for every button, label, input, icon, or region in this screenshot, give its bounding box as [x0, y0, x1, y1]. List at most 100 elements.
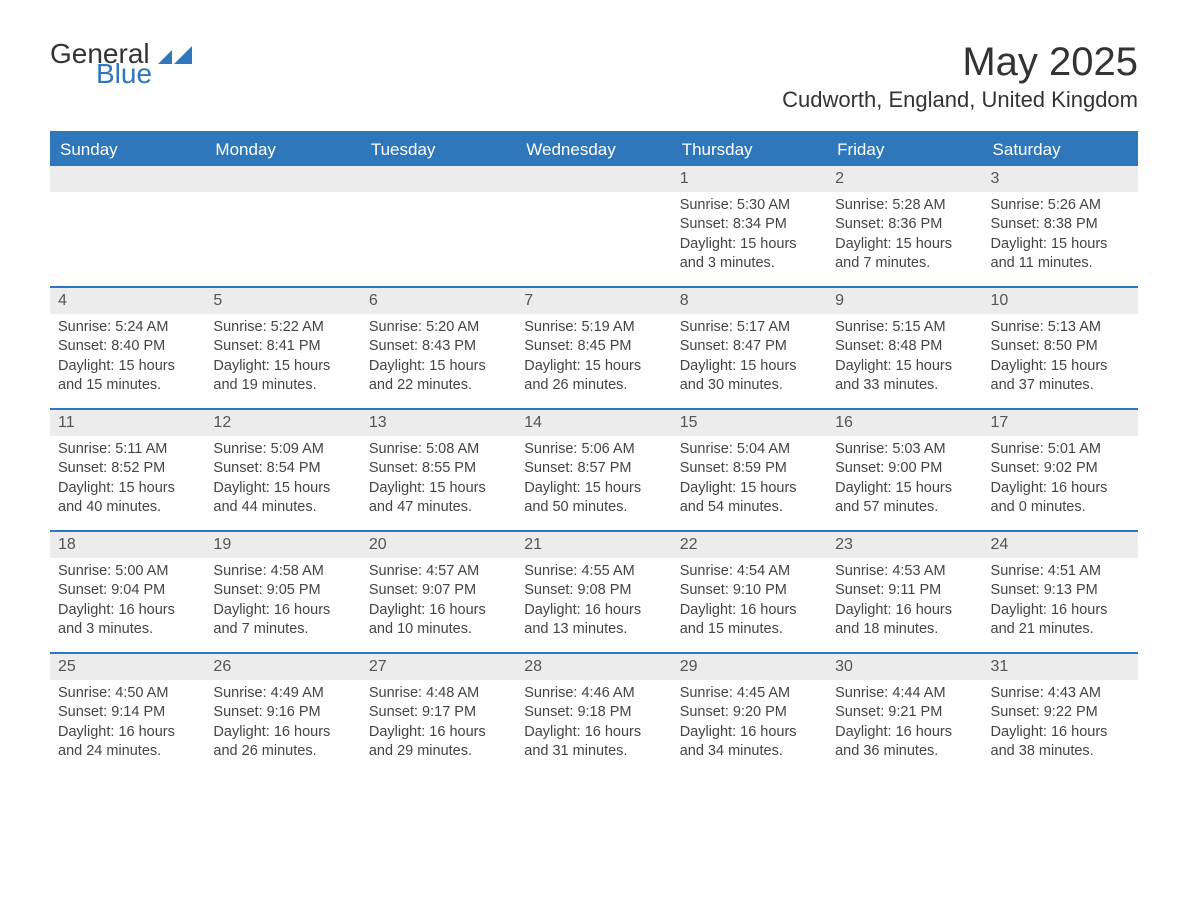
daylight-text: Daylight: 15 hours and 40 minutes.	[58, 479, 197, 518]
sunrise-text: Sunrise: 5:01 AM	[991, 440, 1130, 460]
title-block: May 2025 Cudworth, England, United Kingd…	[782, 40, 1138, 113]
day-cell: 11Sunrise: 5:11 AMSunset: 8:52 PMDayligh…	[50, 410, 205, 530]
sunset-text: Sunset: 9:21 PM	[835, 703, 974, 723]
daylight-text: Daylight: 16 hours and 38 minutes.	[991, 723, 1130, 762]
day-body: Sunrise: 4:55 AMSunset: 9:08 PMDaylight:…	[516, 558, 671, 650]
sunset-text: Sunset: 8:45 PM	[524, 337, 663, 357]
daylight-text: Daylight: 16 hours and 7 minutes.	[213, 601, 352, 640]
sunset-text: Sunset: 9:20 PM	[680, 703, 819, 723]
sunrise-text: Sunrise: 5:26 AM	[991, 196, 1130, 216]
dow-cell: Saturday	[983, 134, 1138, 166]
day-cell: 26Sunrise: 4:49 AMSunset: 9:16 PMDayligh…	[205, 654, 360, 774]
sunrise-text: Sunrise: 4:54 AM	[680, 562, 819, 582]
daylight-text: Daylight: 16 hours and 10 minutes.	[369, 601, 508, 640]
day-number: 11	[50, 410, 205, 436]
daylight-text: Daylight: 15 hours and 47 minutes.	[369, 479, 508, 518]
sunset-text: Sunset: 9:07 PM	[369, 581, 508, 601]
day-number: 21	[516, 532, 671, 558]
day-number: 6	[361, 288, 516, 314]
sunset-text: Sunset: 8:57 PM	[524, 459, 663, 479]
day-number: 13	[361, 410, 516, 436]
daylight-text: Daylight: 16 hours and 29 minutes.	[369, 723, 508, 762]
day-cell: 18Sunrise: 5:00 AMSunset: 9:04 PMDayligh…	[50, 532, 205, 652]
day-number	[361, 166, 516, 192]
day-number: 28	[516, 654, 671, 680]
day-cell: 10Sunrise: 5:13 AMSunset: 8:50 PMDayligh…	[983, 288, 1138, 408]
day-cell: 20Sunrise: 4:57 AMSunset: 9:07 PMDayligh…	[361, 532, 516, 652]
day-body: Sunrise: 4:44 AMSunset: 9:21 PMDaylight:…	[827, 680, 982, 772]
day-number: 27	[361, 654, 516, 680]
daylight-text: Daylight: 16 hours and 26 minutes.	[213, 723, 352, 762]
day-cell: 1Sunrise: 5:30 AMSunset: 8:34 PMDaylight…	[672, 166, 827, 286]
dow-cell: Wednesday	[516, 134, 671, 166]
sunrise-text: Sunrise: 4:46 AM	[524, 684, 663, 704]
week-row: 1Sunrise: 5:30 AMSunset: 8:34 PMDaylight…	[50, 166, 1138, 286]
day-cell: 12 Sunrise: 5:09 AMSunset: 8:54 PMDayligh…	[205, 410, 360, 530]
day-body: Sunrise: 5:17 AMSunset: 8:47 PMDaylight:…	[672, 314, 827, 406]
sunset-text: Sunset: 9:10 PM	[680, 581, 819, 601]
sunrise-text: Sunrise: 5:22 AM	[213, 318, 352, 338]
dow-cell: Thursday	[672, 134, 827, 166]
day-cell: 21Sunrise: 4:55 AMSunset: 9:08 PMDayligh…	[516, 532, 671, 652]
day-cell: 2Sunrise: 5:28 AMSunset: 8:36 PMDaylight…	[827, 166, 982, 286]
sunrise-text: Sunrise: 4:43 AM	[991, 684, 1130, 704]
day-number: 2	[827, 166, 982, 192]
day-body: Sunrise: 5:19 AMSunset: 8:45 PMDaylight:…	[516, 314, 671, 406]
daylight-text: Daylight: 15 hours and 44 minutes.	[213, 479, 352, 518]
day-body: Sunrise: 5:22 AMSunset: 8:41 PMDaylight:…	[205, 314, 360, 406]
day-cell: 19Sunrise: 4:58 AMSunset: 9:05 PMDayligh…	[205, 532, 360, 652]
day-number: 22	[672, 532, 827, 558]
day-cell: 25Sunrise: 4:50 AMSunset: 9:14 PMDayligh…	[50, 654, 205, 774]
daylight-text: Daylight: 15 hours and 7 minutes.	[835, 235, 974, 274]
header: General Blue May 2025 Cudworth, England,…	[50, 40, 1138, 113]
sunrise-text: Sunrise: 4:44 AM	[835, 684, 974, 704]
sunrise-text: Sunrise: 5:09 AM	[213, 440, 352, 460]
daylight-text: Daylight: 16 hours and 34 minutes.	[680, 723, 819, 762]
day-number	[516, 166, 671, 192]
daylight-text: Daylight: 15 hours and 30 minutes.	[680, 357, 819, 396]
day-number: 12	[205, 410, 360, 436]
day-number: 7	[516, 288, 671, 314]
day-number: 3	[983, 166, 1138, 192]
day-number: 19	[205, 532, 360, 558]
daylight-text: Daylight: 15 hours and 3 minutes.	[680, 235, 819, 274]
day-body: Sunrise: 5:00 AMSunset: 9:04 PMDaylight:…	[50, 558, 205, 650]
day-number: 17	[983, 410, 1138, 436]
day-number: 8	[672, 288, 827, 314]
sunrise-text: Sunrise: 5:17 AM	[680, 318, 819, 338]
daylight-text: Daylight: 15 hours and 57 minutes.	[835, 479, 974, 518]
day-number: 4	[50, 288, 205, 314]
day-cell: 27Sunrise: 4:48 AMSunset: 9:17 PMDayligh…	[361, 654, 516, 774]
sunrise-text: Sunrise: 5:11 AM	[58, 440, 197, 460]
day-cell: 14Sunrise: 5:06 AMSunset: 8:57 PMDayligh…	[516, 410, 671, 530]
sunrise-text: Sunrise: 4:48 AM	[369, 684, 508, 704]
day-number	[205, 166, 360, 192]
sunrise-text: Sunrise: 4:45 AM	[680, 684, 819, 704]
day-body: Sunrise: 5:28 AMSunset: 8:36 PMDaylight:…	[827, 192, 982, 284]
dow-cell: Monday	[205, 134, 360, 166]
day-number: 26	[205, 654, 360, 680]
day-body: Sunrise: 4:48 AMSunset: 9:17 PMDaylight:…	[361, 680, 516, 772]
day-body: Sunrise: 5:26 AMSunset: 8:38 PMDaylight:…	[983, 192, 1138, 284]
day-number: 23	[827, 532, 982, 558]
day-number: 25	[50, 654, 205, 680]
day-cell: 9Sunrise: 5:15 AMSunset: 8:48 PMDaylight…	[827, 288, 982, 408]
day-body: Sunrise: 5:13 AMSunset: 8:50 PMDaylight:…	[983, 314, 1138, 406]
sunset-text: Sunset: 9:08 PM	[524, 581, 663, 601]
day-body: Sunrise: 4:45 AMSunset: 9:20 PMDaylight:…	[672, 680, 827, 772]
day-cell	[361, 166, 516, 286]
daylight-text: Daylight: 15 hours and 50 minutes.	[524, 479, 663, 518]
sunset-text: Sunset: 9:04 PM	[58, 581, 197, 601]
sunset-text: Sunset: 8:54 PM	[213, 459, 352, 479]
sunrise-text: Sunrise: 5:00 AM	[58, 562, 197, 582]
day-number: 31	[983, 654, 1138, 680]
day-number: 14	[516, 410, 671, 436]
daylight-text: Daylight: 16 hours and 31 minutes.	[524, 723, 663, 762]
dow-cell: Friday	[827, 134, 982, 166]
day-cell: 17Sunrise: 5:01 AMSunset: 9:02 PMDayligh…	[983, 410, 1138, 530]
week-row: 11Sunrise: 5:11 AMSunset: 8:52 PMDayligh…	[50, 408, 1138, 530]
daylight-text: Daylight: 15 hours and 37 minutes.	[991, 357, 1130, 396]
sunrise-text: Sunrise: 5:03 AM	[835, 440, 974, 460]
day-body: Sunrise: 5:15 AMSunset: 8:48 PMDaylight:…	[827, 314, 982, 406]
day-cell: 15Sunrise: 5:04 AMSunset: 8:59 PMDayligh…	[672, 410, 827, 530]
